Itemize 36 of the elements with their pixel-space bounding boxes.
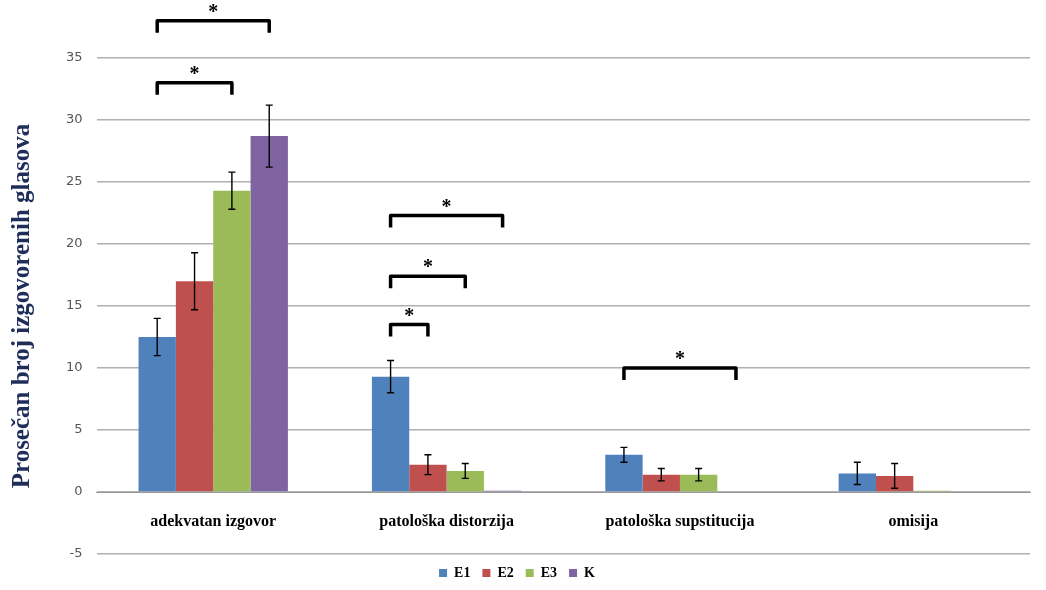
text: *: [208, 0, 219, 22]
bar: [175, 281, 214, 492]
y-tick-label: 25: [66, 173, 83, 189]
bar: [446, 470, 484, 492]
y-tick-label: 0: [74, 483, 83, 499]
bar: [642, 474, 680, 492]
bar: [838, 473, 876, 492]
bar: [679, 474, 718, 492]
annotation: *: [404, 303, 415, 326]
annotation: *: [441, 194, 452, 217]
annotation: *: [674, 347, 685, 370]
bar: [371, 376, 410, 492]
y-tick-label: 35: [66, 49, 83, 65]
x-tick-label: adekvatan izgovor: [150, 511, 277, 530]
x-tick-label: omisija: [888, 511, 939, 530]
legend-label: E2: [497, 564, 514, 580]
legend-label: E3: [540, 564, 558, 580]
legend-label: E1: [454, 564, 471, 580]
y-tick-label: -5: [69, 545, 83, 561]
bar: [213, 190, 251, 492]
bar: [605, 454, 643, 492]
bar: [409, 464, 447, 492]
y-tick-label: 15: [66, 297, 83, 313]
bar: [875, 475, 914, 492]
x-tick-label: patološka distorzija: [379, 511, 514, 530]
x-tick-label: patološka supstitucija: [605, 511, 755, 530]
bar: [250, 136, 288, 492]
y-tick-label: 30: [66, 111, 83, 127]
y-tick-label: 5: [74, 421, 83, 437]
annotation: *: [422, 255, 433, 278]
y-tick-label: 10: [66, 359, 83, 375]
y-axis-title: Prosečan broj izgovorenih glasova: [7, 123, 35, 489]
legend-label: K: [584, 564, 596, 580]
y-tick-label: 20: [66, 235, 83, 251]
annotation: *: [189, 61, 200, 84]
bar: [138, 337, 176, 492]
